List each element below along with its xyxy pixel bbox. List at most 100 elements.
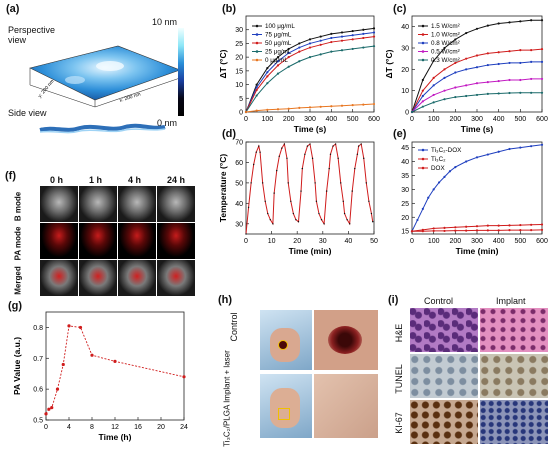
data-point [454, 165, 457, 169]
data-point [311, 157, 314, 160]
x-tick-label: 600 [536, 238, 548, 245]
data-point [287, 56, 290, 59]
x-tick-label: 8 [90, 424, 94, 431]
data-point [298, 60, 301, 63]
legend-label: Ti₃C₂-DOX [431, 147, 462, 154]
panel-i-label: (i) [388, 294, 399, 306]
x-tick-label: 400 [325, 116, 337, 123]
data-point [351, 29, 354, 33]
data-point [266, 71, 269, 74]
x-tick-label: 24 [180, 424, 188, 431]
data-point [287, 107, 290, 110]
data-point [519, 223, 522, 227]
data-point [519, 49, 522, 52]
data-point [486, 24, 489, 27]
data-point [330, 105, 333, 108]
data-point [356, 153, 359, 155]
i-row-he-label: H&E [394, 323, 404, 343]
data-point [475, 229, 479, 232]
data-point [332, 145, 334, 147]
data-point [342, 200, 344, 202]
y-axis-label: PA Value (a.u.) [12, 337, 22, 395]
implant-skin-closeup [314, 374, 378, 438]
data-point [259, 151, 261, 153]
ultrasound-pa-image [118, 260, 156, 296]
data-point [351, 190, 353, 192]
f-time-label: 24 h [167, 175, 186, 185]
data-point [276, 64, 280, 67]
perspective-view-label: Perspective view [8, 25, 56, 45]
data-point [320, 218, 323, 221]
legend-marker [421, 166, 425, 170]
data-point [443, 226, 446, 229]
x-tick-label: 100 [428, 116, 440, 123]
data-point [300, 190, 302, 192]
data-point [454, 95, 457, 99]
legend-marker [421, 41, 425, 45]
data-point [315, 200, 318, 202]
data-point [283, 143, 286, 145]
x-tick-label: 300 [471, 238, 483, 245]
ultrasound-pa-image [40, 186, 78, 222]
i-col-implant-label: Implant [496, 296, 526, 306]
data-point [267, 212, 269, 215]
data-point [443, 68, 446, 71]
y-tick-label: 0.5 [33, 418, 43, 425]
y-tick-label: 30 [235, 221, 243, 228]
panel-a: (a) Perspective view Side view y: 200 nm… [0, 0, 200, 150]
data-point [421, 207, 424, 211]
data-point [486, 52, 489, 55]
data-point [337, 157, 339, 160]
data-point [47, 407, 51, 411]
data-point [354, 167, 356, 170]
data-point [421, 100, 424, 103]
data-point [340, 104, 344, 107]
f-time-label: 1 h [89, 175, 103, 185]
data-point [432, 76, 435, 79]
data-point [432, 229, 435, 233]
legend-marker [421, 58, 425, 62]
data-point [475, 93, 479, 97]
data-point [297, 221, 300, 223]
data-point [329, 153, 332, 155]
data-point [519, 61, 522, 65]
x-axis-label: Time (s) [294, 124, 327, 134]
x-tick-label: 20 [157, 424, 165, 431]
y-tick-label: 0 [239, 110, 243, 117]
data-point [454, 38, 457, 41]
x-tick-label: 400 [493, 238, 505, 245]
side-view-label: Side view [8, 108, 47, 118]
data-point [432, 101, 435, 104]
data-point [372, 27, 376, 30]
data-point [519, 20, 522, 23]
y-tick-label: 70 [235, 140, 243, 147]
ultrasound-pa-image [79, 186, 117, 222]
data-point [287, 51, 290, 55]
data-point [508, 21, 511, 24]
y-tick-label: 40 [401, 24, 409, 31]
data-point [309, 143, 311, 145]
data-point [325, 190, 328, 192]
data-point [475, 82, 479, 85]
data-point [276, 169, 278, 172]
f-row-label: PA mode [13, 226, 23, 261]
data-point [368, 200, 370, 202]
data-point [365, 182, 368, 184]
y-tick-label: 60 [235, 160, 243, 167]
data-point [298, 42, 301, 45]
data-point [372, 221, 374, 223]
data-point [508, 91, 511, 95]
data-point [508, 61, 511, 65]
colorbar [178, 28, 184, 116]
tunel-implant-image [480, 354, 548, 398]
afm-x-axis-label: x: 200 nm [119, 91, 142, 103]
panel-h: (h) Control Ti₃C₂/PLGA Implant + laser [212, 290, 382, 450]
series-line [45, 325, 185, 415]
x-tick-label: 100 [428, 238, 440, 245]
data-point [113, 359, 117, 363]
data-point [255, 151, 257, 153]
data-point [475, 66, 479, 69]
data-point [340, 39, 344, 42]
data-point [497, 92, 500, 95]
data-point [330, 50, 333, 53]
